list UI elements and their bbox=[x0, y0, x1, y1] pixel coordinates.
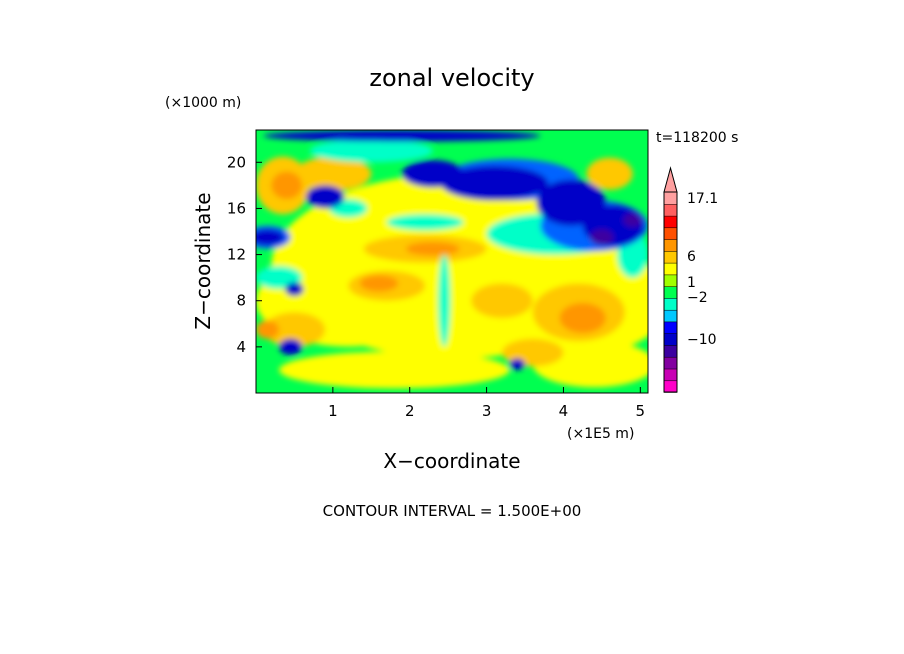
field-blob bbox=[309, 139, 433, 163]
field-blob bbox=[405, 241, 460, 256]
time-label: t=118200 s bbox=[656, 130, 738, 146]
colorbar-swatch bbox=[663, 262, 678, 276]
field-blob bbox=[285, 282, 304, 297]
plot-frame bbox=[255, 129, 649, 394]
colorbar-swatch bbox=[663, 332, 678, 346]
x-axis-label: X−coordinate bbox=[383, 449, 520, 473]
field-blob bbox=[559, 303, 606, 333]
field-blob bbox=[509, 358, 525, 371]
field-blob bbox=[402, 160, 464, 188]
y-tick-label: 8 bbox=[236, 292, 246, 310]
colorbar-swatch bbox=[663, 227, 678, 240]
colorbar-swatch bbox=[663, 215, 678, 229]
colorbar bbox=[663, 166, 678, 393]
field-blob bbox=[359, 275, 399, 292]
field-blob bbox=[279, 351, 510, 389]
colorbar-swatch bbox=[663, 297, 678, 311]
colorbar-swatch bbox=[663, 344, 678, 358]
y-tick-label: 4 bbox=[236, 338, 246, 356]
colorbar-swatch bbox=[663, 309, 678, 323]
colorbar-frame bbox=[663, 191, 678, 393]
colorbar-label: 17.1 bbox=[687, 191, 718, 207]
x-tick-label: 2 bbox=[405, 402, 415, 420]
y-unit-label: (×1000 m) bbox=[165, 95, 241, 111]
field-blob bbox=[263, 130, 541, 142]
x-tick-label: 1 bbox=[328, 402, 338, 420]
x-tick-label: 3 bbox=[482, 402, 492, 420]
plot-area bbox=[256, 130, 648, 393]
field-blob bbox=[294, 156, 372, 192]
field-blob bbox=[440, 165, 549, 201]
field-blob bbox=[256, 320, 279, 339]
colorbar-label: 1 bbox=[687, 275, 696, 291]
field-blob bbox=[471, 283, 533, 319]
colorbar-swatch bbox=[663, 274, 678, 287]
colorbar-arrow bbox=[663, 166, 678, 193]
y-tick-label: 20 bbox=[227, 153, 246, 171]
colorbar-swatch bbox=[663, 321, 678, 334]
x-tick-label: 5 bbox=[636, 402, 646, 420]
y-tick-label: 16 bbox=[227, 199, 246, 217]
chart-title: zonal velocity bbox=[369, 64, 534, 92]
field-blob bbox=[279, 338, 303, 355]
field-blob bbox=[271, 171, 303, 200]
x-unit-label: (×1E5 m) bbox=[567, 426, 634, 442]
x-tick-label: 4 bbox=[559, 402, 569, 420]
colorbar-label: −10 bbox=[687, 332, 717, 348]
field-blob bbox=[263, 312, 326, 347]
colorbar-swatch bbox=[663, 238, 678, 252]
field-blob bbox=[623, 213, 642, 227]
colorbar-swatch bbox=[663, 379, 678, 393]
y-tick-label: 12 bbox=[227, 246, 246, 264]
colorbar-label: 6 bbox=[687, 249, 696, 265]
colorbar-swatch bbox=[663, 203, 678, 217]
field-blob bbox=[306, 185, 345, 209]
colorbar-swatch bbox=[663, 368, 678, 382]
field-blob bbox=[438, 254, 451, 347]
field-blob bbox=[586, 157, 633, 190]
field-blob bbox=[386, 214, 464, 231]
field-blob bbox=[590, 229, 614, 246]
field-blob bbox=[256, 229, 285, 246]
colorbar-label: −2 bbox=[687, 290, 708, 306]
colorbar-swatch bbox=[663, 285, 678, 299]
colorbar-swatch bbox=[663, 356, 678, 370]
colorbar-swatch bbox=[663, 191, 678, 205]
colorbar-swatch bbox=[663, 250, 678, 264]
contour-interval-note: CONTOUR INTERVAL = 1.500E+00 bbox=[323, 502, 582, 520]
y-axis-label: Z−coordinate bbox=[191, 192, 215, 329]
